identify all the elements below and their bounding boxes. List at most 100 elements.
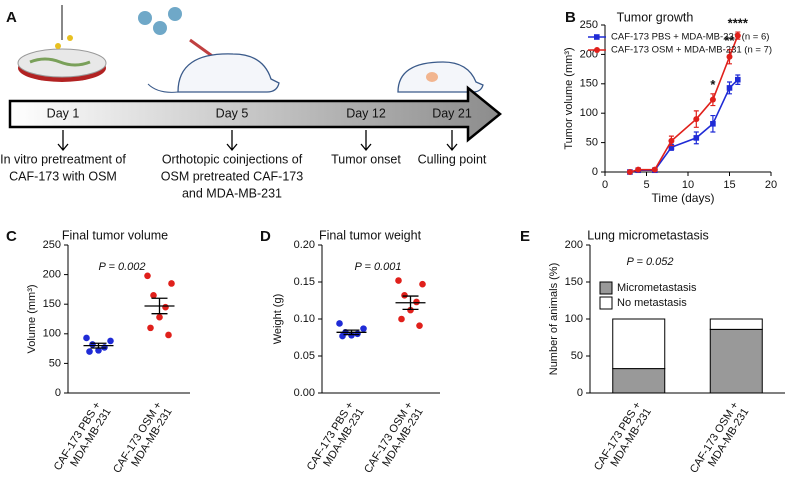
y-axis-label: Volume (mm³) bbox=[26, 284, 38, 353]
cell bbox=[168, 7, 182, 21]
point bbox=[107, 337, 114, 345]
point bbox=[668, 144, 675, 151]
y-tick-label: 250 bbox=[580, 19, 598, 31]
day-label: Day 1 bbox=[47, 106, 80, 120]
point bbox=[668, 137, 675, 144]
point bbox=[726, 85, 733, 91]
legend-marker bbox=[594, 47, 600, 53]
time-arrow bbox=[8, 85, 502, 143]
panel-letter: B bbox=[565, 9, 576, 26]
point bbox=[360, 325, 367, 332]
cells bbox=[29, 57, 91, 67]
day-description: Culling point bbox=[418, 152, 487, 166]
drop bbox=[67, 35, 73, 41]
day-description: Tumor onset bbox=[331, 152, 401, 166]
cell bbox=[153, 21, 167, 35]
day-label: Day 5 bbox=[216, 106, 249, 120]
tumor bbox=[426, 72, 438, 82]
y-tick-label: 150 bbox=[580, 78, 598, 90]
sem-bar bbox=[402, 295, 419, 311]
point bbox=[416, 322, 423, 329]
legend-label: No metastasis bbox=[617, 297, 687, 309]
y-tick-label: 150 bbox=[43, 298, 61, 310]
down-arrow bbox=[226, 130, 238, 152]
point bbox=[709, 96, 716, 103]
point bbox=[710, 120, 716, 127]
drop bbox=[55, 43, 61, 49]
point bbox=[86, 348, 93, 355]
point bbox=[413, 298, 420, 306]
point bbox=[95, 347, 102, 354]
panel-letter: C bbox=[6, 228, 17, 245]
point bbox=[168, 280, 175, 287]
y-tick-label: 0.05 bbox=[294, 350, 315, 362]
bar-segment bbox=[612, 318, 666, 370]
point bbox=[693, 135, 700, 141]
y-tick-label: 50 bbox=[586, 137, 598, 149]
panel-letter: A bbox=[6, 9, 17, 26]
x-axis-label: Time (days) bbox=[652, 191, 715, 205]
y-tick-label: 0 bbox=[592, 166, 598, 178]
point bbox=[726, 53, 733, 60]
panel-letter: E bbox=[520, 228, 530, 245]
point bbox=[150, 292, 157, 299]
legend-swatch bbox=[599, 281, 613, 295]
panel-letter: D bbox=[260, 228, 271, 245]
y-axis-label: Number of animals (%) bbox=[548, 263, 560, 375]
bar-segment bbox=[612, 368, 666, 394]
series-line bbox=[629, 79, 739, 173]
point bbox=[398, 315, 405, 323]
illustrations bbox=[17, 5, 484, 93]
panel-stacked_bar: E Lung micrometastasis P = 0.052 0 50 100 150 2… bbox=[520, 228, 785, 475]
point bbox=[401, 292, 408, 299]
panel-dot: C Final tumor volume P = 0.002 0 50 100 150 200… bbox=[6, 228, 190, 475]
y-tick-label: 50 bbox=[49, 357, 61, 369]
mouse bbox=[177, 53, 280, 93]
point bbox=[162, 303, 169, 311]
point bbox=[734, 32, 741, 39]
point bbox=[144, 272, 151, 280]
x-tick-label: 15 bbox=[723, 179, 735, 191]
significance: ** bbox=[724, 33, 735, 48]
y-tick-label: 200 bbox=[580, 48, 598, 60]
y-tick-label: 0.10 bbox=[294, 313, 315, 325]
down-arrow bbox=[57, 130, 69, 152]
point bbox=[156, 313, 163, 321]
legend-label: CAF-173 OSM + MDA-MB-231 (n = 7) bbox=[611, 45, 772, 56]
point bbox=[336, 320, 343, 327]
x-tick-label: 0 bbox=[602, 179, 608, 191]
p-value: P = 0.052 bbox=[627, 256, 674, 268]
cell bbox=[138, 11, 152, 25]
p-value: P = 0.001 bbox=[355, 261, 402, 273]
chart-title: Final tumor weight bbox=[319, 228, 422, 242]
point bbox=[693, 116, 700, 123]
down-arrow bbox=[360, 130, 372, 152]
day-label: Day 12 bbox=[346, 106, 386, 120]
day-description: In vitro pretreatment of bbox=[0, 152, 126, 166]
p-value: P = 0.002 bbox=[99, 261, 146, 273]
chart-title: Final tumor volume bbox=[62, 228, 168, 242]
chart-title: Tumor growth bbox=[617, 10, 694, 24]
y-tick-label: 150 bbox=[565, 276, 583, 288]
point bbox=[735, 76, 741, 83]
y-tick-label: 200 bbox=[565, 239, 583, 251]
sem-bar bbox=[90, 342, 107, 349]
point bbox=[395, 277, 402, 284]
sem-bar bbox=[151, 297, 168, 315]
y-tick-label: 0 bbox=[577, 387, 583, 399]
x-tick-label: 5 bbox=[643, 179, 649, 191]
y-tick-label: 50 bbox=[571, 350, 583, 362]
x-tick-label: 10 bbox=[682, 179, 694, 191]
y-tick-label: 250 bbox=[43, 239, 61, 251]
day-description: and MDA-MB-231 bbox=[182, 186, 282, 200]
y-tick-label: 0.00 bbox=[294, 387, 315, 399]
y-tick-label: 0 bbox=[55, 387, 61, 399]
day-description: CAF-173 with OSM bbox=[9, 169, 117, 183]
legend-marker bbox=[594, 34, 600, 40]
y-tick-label: 0.20 bbox=[294, 239, 315, 251]
legend-label: CAF-173 PBS + MDA-MB-231 (n = 6) bbox=[611, 32, 769, 43]
point bbox=[651, 166, 658, 173]
down-arrow bbox=[446, 130, 458, 152]
